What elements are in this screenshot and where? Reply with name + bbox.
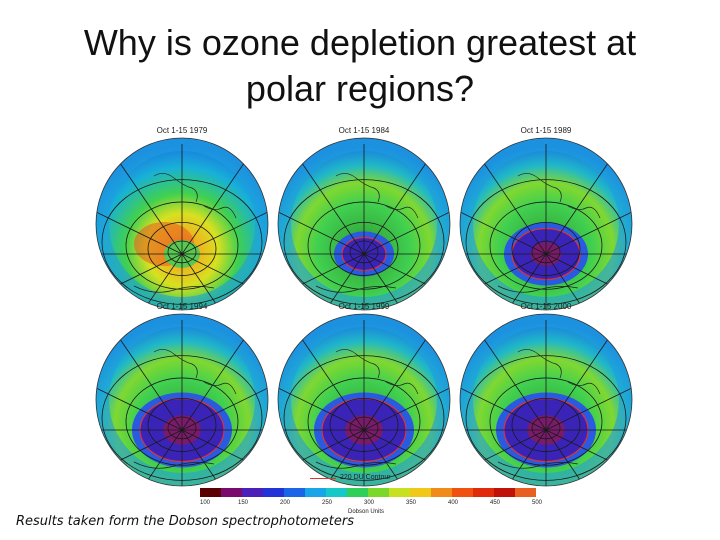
title-line-2: polar regions?: [245, 68, 475, 109]
color-swatch: [431, 488, 452, 497]
legend-tick: 400: [448, 500, 459, 506]
coastline: [497, 349, 601, 469]
ozone-map-1984: Oct 1-15 1984: [264, 126, 464, 316]
legend-tick: 100: [200, 500, 211, 506]
ozone-map-1994: Oct 1-15 1994: [82, 302, 282, 492]
color-swatch: [347, 488, 368, 497]
color-scale-bar: [200, 488, 536, 497]
legend-tick: 300: [364, 500, 375, 506]
title-line-1: Why is ozone depletion greatest at: [83, 22, 637, 63]
color-swatch: [263, 488, 284, 497]
color-swatch: [284, 488, 305, 497]
legend-tick: 150: [238, 500, 249, 506]
color-swatch: [410, 488, 431, 497]
legend-tick: 200: [280, 500, 291, 506]
color-swatch: [515, 488, 536, 497]
color-swatch: [494, 488, 515, 497]
color-swatch: [242, 488, 263, 497]
legend-units: Dobson Units: [348, 509, 385, 515]
ozone-map-1989: Oct 1-15 1989: [446, 126, 646, 316]
ozone-map-2000: Oct 1-15 2000: [446, 302, 646, 492]
dobson-legend: 220 DU Contour 100 150 200 250 300 350 400 450 5…: [200, 474, 543, 518]
ozone-map-1999: Oct 1-15 1999: [264, 302, 464, 492]
map-label: Oct 1-15 1999: [338, 302, 390, 311]
legend-tick: 350: [406, 500, 417, 506]
coastline: [315, 349, 419, 469]
source-caption: Results taken form the Dobson spectropho…: [16, 514, 355, 529]
color-swatch: [326, 488, 347, 497]
contour-line-swatch: [310, 478, 336, 479]
globe-1979: [95, 137, 269, 311]
globe-2000: [459, 313, 633, 487]
map-label: Oct 1-15 1989: [520, 126, 572, 135]
contour-label: 220 DU Contour: [340, 474, 391, 481]
globe-1994: [95, 313, 269, 487]
slide-title: Why is ozone depletion greatest at polar…: [40, 20, 680, 112]
map-label: Oct 1-15 1994: [156, 302, 208, 311]
color-swatch: [305, 488, 326, 497]
globe-1999: [277, 313, 451, 487]
map-label: Oct 1-15 1979: [156, 126, 208, 135]
coastline: [133, 349, 237, 469]
map-label: Oct 1-15 1984: [338, 126, 390, 135]
legend-tick: 450: [490, 500, 501, 506]
map-label: Oct 1-15 2000: [520, 302, 572, 311]
coastline: [497, 173, 601, 293]
color-swatch: [473, 488, 494, 497]
legend-tick: 250: [322, 500, 333, 506]
color-swatch: [452, 488, 473, 497]
color-swatch: [389, 488, 410, 497]
ozone-map-1979: Oct 1-15 1979: [82, 126, 282, 316]
color-swatch: [221, 488, 242, 497]
coastline: [133, 173, 237, 293]
color-swatch: [200, 488, 221, 497]
globe-1984: [277, 137, 451, 311]
legend-tick: 500: [532, 500, 543, 506]
color-scale-ticks: 100 150 200 250 300 350 400 450 500: [200, 500, 543, 510]
coastline: [315, 173, 419, 293]
color-swatch: [368, 488, 389, 497]
globe-1989: [459, 137, 633, 311]
